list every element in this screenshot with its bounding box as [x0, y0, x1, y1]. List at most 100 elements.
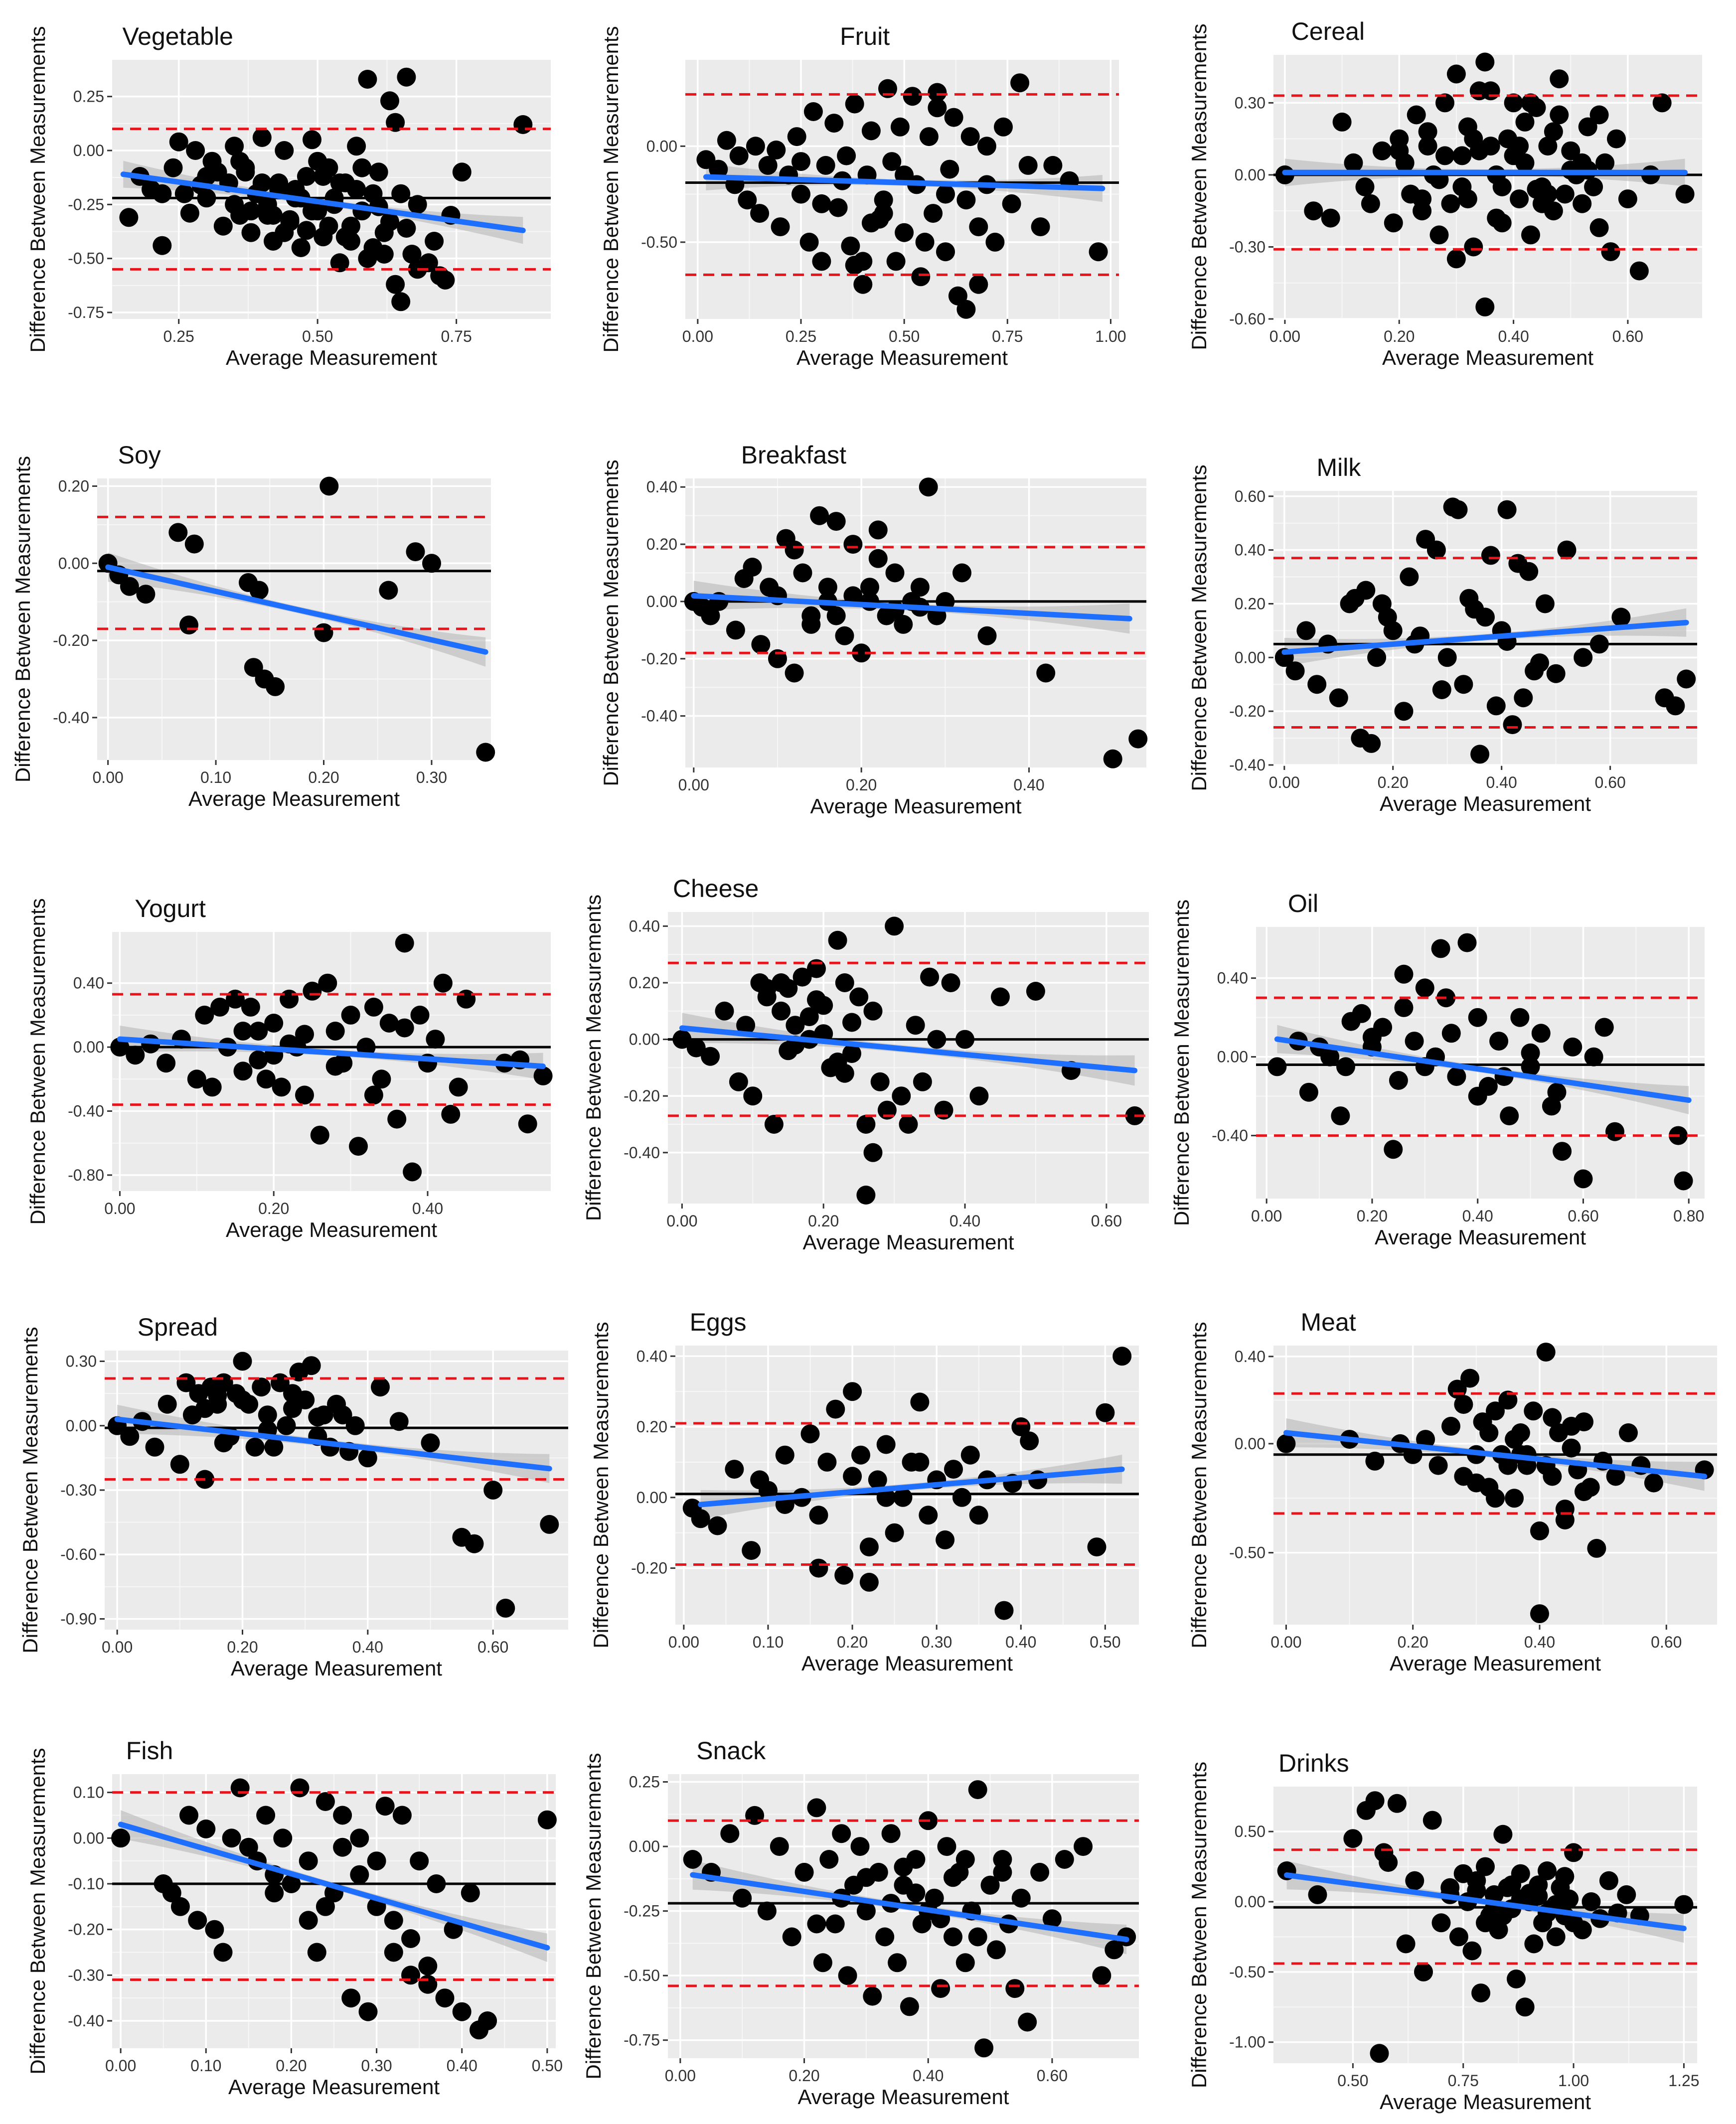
data-point — [1441, 194, 1460, 213]
data-point — [1530, 653, 1549, 673]
regression-line — [105, 564, 488, 655]
data-point — [406, 542, 425, 562]
data-point — [1503, 715, 1522, 735]
data-point — [968, 1927, 987, 1947]
data-point — [457, 989, 476, 1009]
data-point — [835, 626, 854, 645]
chart-panel-soy: 0.00 0.10 0.20 0.30 0.20 0.00 -0.20 -0.40 Soy Ave… — [11, 441, 495, 810]
data-point — [1584, 1047, 1603, 1066]
data-point — [233, 1062, 253, 1081]
data-point — [919, 1506, 938, 1525]
data-point — [955, 1850, 975, 1869]
data-point — [1524, 1401, 1543, 1421]
data-point — [120, 1427, 140, 1446]
data-point — [333, 1837, 352, 1857]
y-tick-label: 0.40 — [636, 1347, 667, 1365]
data-point — [835, 973, 854, 992]
data-point — [330, 253, 349, 273]
y-tick-label: -0.30 — [68, 1966, 104, 1984]
data-point — [358, 2002, 378, 2021]
data-point — [832, 1824, 851, 1843]
data-point — [1308, 1885, 1327, 1904]
data-points — [682, 1347, 1132, 1620]
data-point — [757, 979, 777, 998]
data-point — [1562, 1438, 1581, 1458]
data-point — [1611, 607, 1631, 627]
data-point — [395, 933, 414, 953]
x-tick-label: 0.00 — [678, 776, 709, 794]
data-point — [478, 2011, 497, 2030]
data-point — [379, 581, 398, 600]
plot-area — [668, 1774, 1139, 2058]
data-point — [1329, 688, 1348, 708]
data-point — [956, 300, 976, 319]
x-axis-label: Average Measurement — [226, 1218, 437, 1241]
panel-title: Cheese — [673, 875, 759, 903]
data-point — [919, 127, 939, 147]
x-tick-label: 0.20 — [1398, 1633, 1428, 1651]
data-point — [791, 184, 810, 204]
data-point — [736, 1016, 756, 1035]
data-point — [987, 1940, 1006, 1960]
data-point — [742, 1541, 761, 1560]
data-point — [1011, 1888, 1031, 1908]
data-point — [325, 1057, 345, 1076]
data-point — [1543, 1408, 1562, 1427]
x-tick-label: 0.40 — [1462, 1207, 1493, 1225]
data-point — [397, 219, 416, 238]
data-point — [779, 1041, 798, 1061]
data-point — [266, 677, 285, 696]
data-point — [1546, 1927, 1566, 1947]
data-point — [384, 1911, 403, 1930]
data-point — [994, 1601, 1014, 1620]
data-point — [316, 1792, 335, 1811]
data-point — [817, 1452, 837, 1472]
y-tick-label: -0.20 — [1229, 702, 1265, 720]
data-point — [384, 1943, 403, 1962]
data-points — [696, 73, 1108, 319]
data-point — [389, 1412, 409, 1431]
data-point — [1464, 237, 1483, 257]
data-point — [205, 1920, 224, 1939]
x-tick-label: 0.20 — [808, 1212, 839, 1230]
data-point — [991, 987, 1010, 1007]
data-point — [310, 1125, 329, 1145]
data-point — [969, 1086, 989, 1106]
data-point — [895, 223, 914, 242]
chart-panel-fish: 0.00 0.10 0.20 0.30 0.40 0.50 0.10 0.00 -0.10 -0.… — [26, 1737, 563, 2099]
data-point — [1607, 129, 1626, 149]
data-point — [196, 1820, 216, 1838]
data-point — [1489, 1032, 1509, 1051]
x-tick-label: 0.25 — [786, 327, 816, 345]
data-point — [890, 117, 910, 137]
data-point — [745, 1806, 765, 1825]
regression-line — [114, 1416, 552, 1472]
data-point — [1524, 1934, 1544, 1954]
data-point — [256, 1806, 276, 1825]
y-tick-label: 0.50 — [1235, 1822, 1265, 1840]
data-point — [290, 1778, 310, 1798]
chart-panel-drinks: 0.50 0.75 1.00 1.25 0.50 0.00 -0.50 -1.00 Drinks… — [1187, 1749, 1700, 2114]
data-point — [188, 1911, 207, 1930]
data-point — [1468, 1008, 1487, 1027]
y-tick-label: 0.20 — [1235, 595, 1265, 612]
chart-panel-breakfast: 0.00 0.20 0.40 0.40 0.20 0.00 -0.20 -0.40 Breakf… — [599, 441, 1148, 818]
data-point — [799, 232, 819, 252]
x-tick-label: 0.30 — [921, 1633, 952, 1651]
data-point — [1429, 225, 1449, 245]
x-tick-label: 0.50 — [1337, 2072, 1368, 2090]
data-points — [1274, 497, 1696, 764]
data-point — [418, 1974, 438, 1994]
data-point — [931, 1979, 950, 1998]
y-tick-label: -0.40 — [68, 2012, 104, 2030]
data-point — [352, 158, 372, 177]
x-axis-label: Average Measurement — [797, 2085, 1009, 2109]
data-point — [899, 1115, 918, 1134]
data-point — [1352, 1004, 1371, 1023]
data-point — [214, 1433, 233, 1453]
data-point — [241, 223, 261, 242]
data-point — [1481, 546, 1500, 565]
y-axis-label: Difference Between Measurements — [26, 1748, 49, 2074]
data-point — [158, 1394, 177, 1414]
y-tick-label: 0.40 — [629, 917, 660, 935]
